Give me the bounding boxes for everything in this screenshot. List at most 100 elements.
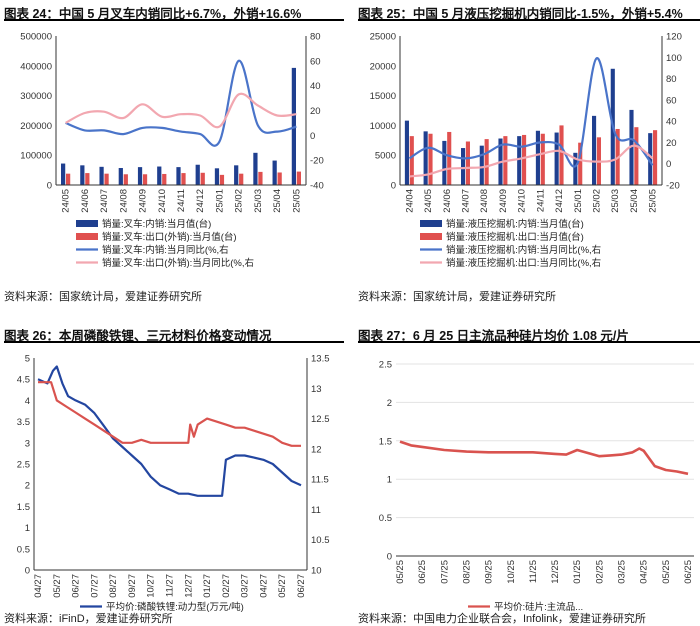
bar (253, 152, 258, 185)
y-tick-label-right: 0 (666, 159, 671, 170)
y-tick-label-right: 12.5 (311, 414, 330, 425)
legend-swatch-bar (76, 220, 98, 227)
x-tick-label: 25/03 (610, 189, 621, 213)
chart-panel-forklift: 图表 24：中国 5 月叉车内销同比+6.7%，外销+16.6% 0 100000… (4, 0, 344, 305)
bar (277, 172, 282, 185)
bar (653, 130, 658, 185)
x-tick-label: 06/25 (417, 560, 428, 584)
legend-label: 平均价:硅片:主流品... (494, 601, 583, 612)
bar (404, 120, 409, 185)
x-tick-label: 25/05 (648, 189, 659, 213)
bar (573, 152, 578, 185)
bar (554, 132, 559, 185)
y-tick-label-left: 20000 (370, 61, 396, 72)
x-tick-label: 24/05 (61, 189, 72, 213)
chart-panel-excavator: 图表 25：中国 5 月液压挖掘机内销同比-1.5%，外销+5.4% 0 5000… (358, 0, 700, 305)
chart-title: 图表 25：中国 5 月液压挖掘机内销同比-1.5%，外销+5.4% (358, 7, 683, 21)
y-tick-label-left: 2 (25, 481, 30, 492)
bar (80, 165, 85, 185)
x-tick-label: 25/01 (573, 189, 584, 213)
y-tick-label-left: 3 (25, 438, 30, 449)
x-tick-label: 25/02 (592, 189, 603, 213)
x-tick-label: 08/25 (461, 560, 472, 584)
y-tick-label-left: 15000 (370, 91, 396, 102)
bar (85, 173, 90, 185)
series-line (38, 381, 301, 447)
x-tick-label: 24/05 (423, 189, 434, 213)
y-tick-label-left: 500000 (20, 32, 52, 43)
x-tick-label: 25/05 (291, 189, 302, 213)
y-tick-label-left: 1.5 (379, 436, 392, 447)
bar (272, 160, 277, 185)
x-tick-label: 11/25 (528, 560, 539, 583)
bar (66, 173, 71, 185)
x-tick-label: 24/12 (554, 189, 565, 213)
legend-swatch-bar (420, 220, 442, 227)
x-tick-label: 25/03 (253, 189, 264, 213)
chart-excavator: 0 5000 10000 15000 20000 25000 -20 0 20 40 60 80 100… (370, 32, 682, 270)
bar (219, 174, 225, 185)
y-tick-label-left: 300000 (20, 91, 52, 102)
y-tick-label-left: 400000 (20, 61, 52, 72)
y-tick-label-left: 1.5 (17, 502, 30, 513)
y-tick-label-left: 0 (387, 552, 392, 563)
chart-panel-wafer: 图表 27：6 月 25 日主流品种硅片均价 1.08 元/片 0 0.5 1 1.5… (358, 322, 700, 626)
bar (461, 148, 466, 185)
y-tick-label-right: -40 (310, 181, 324, 192)
chart-source: 资料来源：国家统计局，爱建证券研究所 (4, 291, 202, 303)
y-tick-label-right: 11.5 (311, 475, 329, 486)
y-tick-label-left: 1 (387, 475, 392, 486)
bar (214, 168, 220, 185)
chart-title: 图表 24：中国 5 月叉车内销同比+6.7%，外销+16.6% (4, 7, 302, 21)
x-tick-label: 05/25 (395, 560, 406, 584)
bar (61, 163, 66, 185)
y-tick-label-right: 13.5 (311, 354, 330, 365)
bar (447, 131, 452, 185)
legend-label: 销量:叉车:内销:当月同比(%,右 (102, 244, 229, 256)
y-tick-label-right: 10 (311, 566, 322, 577)
bar (181, 173, 186, 185)
x-tick-label: 25/04 (272, 189, 283, 213)
chart-title: 图表 27：6 月 25 日主流品种硅片均价 1.08 元/片 (358, 329, 629, 343)
y-tick-label-right: 20 (666, 138, 677, 149)
y-tick-label-right: 0 (310, 131, 315, 142)
y-tick-label-left: 3.5 (17, 417, 30, 428)
bar (465, 141, 470, 185)
x-tick-label: 12/25 (550, 560, 561, 584)
y-tick-label-left: 25000 (370, 32, 396, 43)
x-tick-label: 10/27 (146, 574, 157, 598)
legend-swatch-bar (420, 233, 442, 240)
title-rule (358, 19, 700, 21)
y-tick-label-left: 100000 (20, 151, 52, 162)
series-line (37, 365, 302, 497)
x-tick-label: 24/04 (404, 189, 415, 213)
legend-label: 平均价:磷酸铁锂:动力型(万元/吨) (106, 601, 244, 612)
y-tick-label-right: 10.5 (311, 535, 330, 546)
x-tick-label: 12/27 (183, 574, 194, 598)
bar (239, 173, 244, 185)
bar (234, 165, 239, 185)
x-tick-label: 24/08 (479, 189, 490, 213)
x-tick-label: 06/27 (296, 574, 307, 598)
y-tick-label-left: 0 (391, 181, 396, 192)
y-tick-label-left: 200000 (20, 121, 52, 132)
legend-label: 销量:液压挖掘机:出口:当月同比(%,右 (446, 257, 601, 269)
chart-cathode: 00.511.522.533.544.551010.51111.51212.51… (17, 354, 330, 613)
bar (176, 167, 181, 185)
bar (423, 131, 428, 185)
x-tick-label: 02/25 (594, 560, 605, 584)
y-tick-label-left: 4 (25, 396, 30, 407)
series-line (399, 440, 689, 476)
y-tick-label-left: 2 (387, 398, 392, 409)
x-tick-label: 09/27 (127, 574, 138, 598)
legend-label: 销量:叉车:内销:当月值(台) (102, 218, 211, 230)
y-tick-label-right: -20 (666, 181, 680, 192)
bar (559, 125, 564, 185)
y-tick-label-right: 20 (310, 106, 321, 117)
bar (535, 130, 540, 185)
x-tick-label: 01/25 (572, 560, 583, 584)
x-tick-label: 24/07 (461, 189, 472, 213)
x-tick-label: 05/27 (52, 574, 63, 598)
x-tick-label: 07/25 (439, 560, 450, 584)
series-line (65, 59, 297, 147)
